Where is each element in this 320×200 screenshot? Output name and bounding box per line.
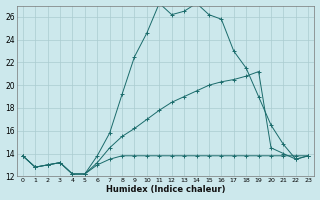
X-axis label: Humidex (Indice chaleur): Humidex (Indice chaleur) (106, 185, 225, 194)
